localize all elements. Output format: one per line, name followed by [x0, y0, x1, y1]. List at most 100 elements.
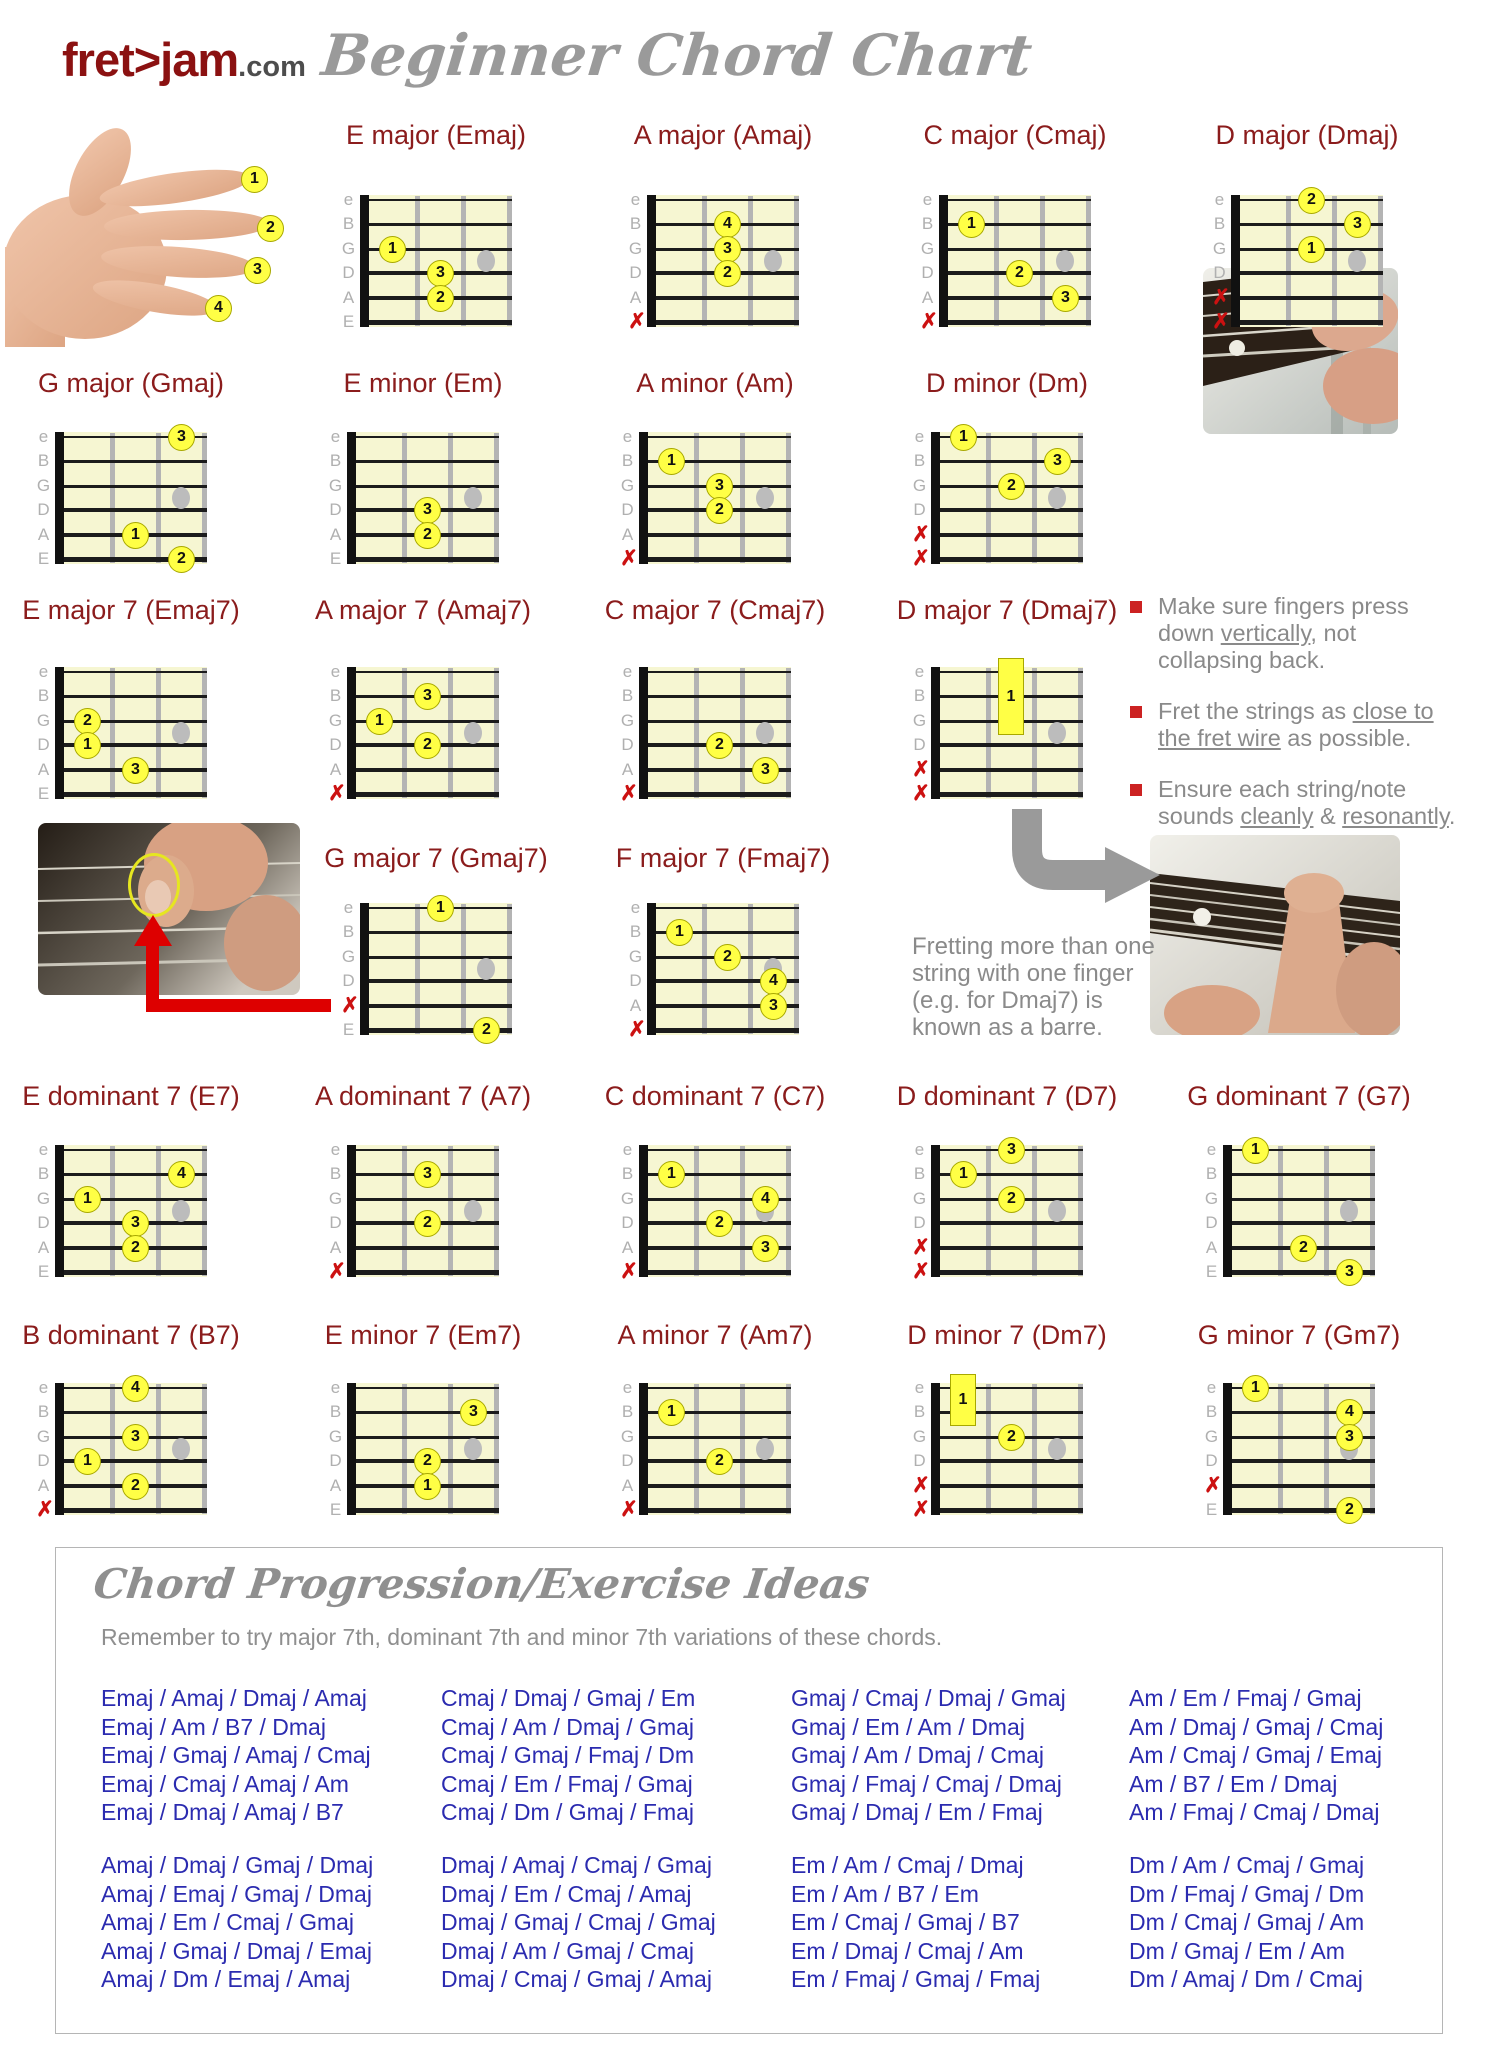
nut [939, 195, 948, 327]
string-line-E [64, 1269, 207, 1275]
string-label-B: B [37, 686, 50, 705]
string-line-B [648, 459, 791, 463]
string-line-E [1232, 1507, 1375, 1513]
string-line-e [940, 436, 1083, 438]
finger-dot: 3 [460, 1399, 487, 1426]
string-label-B: B [1213, 214, 1226, 233]
progression-line: Dm / Amaj / Dm / Cmaj [1129, 1966, 1363, 1992]
finger-dot: 3 [760, 993, 787, 1020]
fret-wire [1378, 196, 1383, 326]
chord-title-Dmaj7: D major 7 (Dmaj7) [896, 595, 1118, 625]
finger-dot: 3 [1344, 211, 1371, 238]
fret-marker-dot [464, 722, 482, 744]
chord-title-Em7: E minor 7 (Em7) [324, 1320, 522, 1350]
string-label-e: e [1206, 1140, 1217, 1159]
string-line-e [940, 1387, 1083, 1389]
tip-bullet-icon [1130, 784, 1142, 796]
fret-wire [1370, 1384, 1375, 1514]
string-line-G [948, 247, 1091, 251]
string-label-B: B [342, 922, 355, 941]
finger-dot: 2 [1290, 1235, 1317, 1262]
fret-wire [986, 668, 991, 798]
progression-group: Cmaj / Dmaj / Gmaj / Em Cmaj / Am / Dmaj … [441, 1684, 781, 1827]
string-label-A: A [342, 288, 355, 307]
muted-x-icon: ✗ [912, 1498, 930, 1521]
string-line-B [64, 1410, 207, 1414]
fret-wire [1032, 1384, 1037, 1514]
finger-dot: 1 [366, 708, 393, 735]
fret-marker-dot [477, 958, 495, 980]
string-label-e: e [914, 1378, 925, 1397]
barre-finger: 1 [998, 658, 1024, 735]
tip-bullet-icon [1130, 706, 1142, 718]
tip-text: close to the fret wire [1158, 698, 1434, 751]
string-line-A [940, 533, 1083, 537]
string-line-A [648, 768, 791, 772]
string-label-B: B [621, 686, 634, 705]
fret-marker-dot [1048, 1200, 1066, 1222]
string-label-e: e [914, 427, 925, 446]
string-line-e [1232, 1387, 1375, 1389]
muted-x-icon: ✗ [620, 547, 638, 570]
progression-line: Em / Fmaj / Gmaj / Fmaj [791, 1966, 1041, 1992]
finger-dot: 4 [1336, 1399, 1363, 1426]
fret-wire [1324, 1384, 1329, 1514]
string-line-e [356, 671, 499, 673]
string-line-E [648, 1269, 791, 1275]
string-label-B: B [329, 451, 342, 470]
finger-dot: 2 [74, 708, 101, 735]
string-line-G [1232, 1435, 1375, 1439]
string-line-G [648, 1197, 791, 1201]
fret-wire [1078, 433, 1083, 563]
progression-line: Am / Cmaj / Gmaj / Emaj [1129, 1742, 1383, 1768]
nut [55, 1383, 64, 1515]
logo-suffix: .com [238, 51, 306, 83]
string-label-e: e [38, 662, 49, 681]
string-line-e [648, 1387, 791, 1389]
string-line-A [948, 296, 1091, 300]
string-label-e: e [622, 662, 633, 681]
string-line-A [1240, 296, 1383, 300]
string-line-G [648, 719, 791, 723]
string-line-A [356, 1246, 499, 1250]
string-label-D: D [913, 1451, 926, 1470]
chord-title-Dmaj: D major (Dmaj) [1215, 120, 1399, 150]
fret-wire [994, 196, 999, 326]
string-label-E: E [342, 312, 355, 331]
string-label-D: D [913, 735, 926, 754]
logo-text: fret>jam [62, 33, 239, 86]
fret-wire [748, 904, 753, 1034]
string-label-B: B [621, 1164, 634, 1183]
string-label-G: G [620, 1427, 635, 1446]
fret-wire [202, 1146, 207, 1276]
string-line-G [64, 1197, 207, 1201]
string-label-B: B [629, 214, 642, 233]
string-label-e: e [1214, 190, 1225, 209]
string-line-E [64, 556, 207, 562]
finger-dot: 2 [1336, 1497, 1363, 1524]
string-line-B [940, 1410, 1083, 1414]
string-label-D: D [621, 1451, 634, 1470]
fret-wire [448, 1384, 453, 1514]
finger-dot: 4 [122, 1375, 149, 1402]
string-label-e: e [343, 898, 354, 917]
string-label-e: e [914, 1140, 925, 1159]
hand-finger-number: 4 [205, 295, 232, 322]
fret-wire [1324, 1146, 1329, 1276]
string-label-G: G [1204, 1189, 1219, 1208]
finger-dot: 1 [666, 919, 693, 946]
string-label-e: e [622, 1378, 633, 1397]
string-label-A: A [37, 760, 50, 779]
progression-line: Amaj / Emaj / Gmaj / Dmaj [101, 1880, 372, 1907]
fret-wire [794, 904, 799, 1034]
progression-group: Em / Am / Cmaj / Dmaj Em / Am / B7 / Em Em… [791, 1851, 1131, 1994]
photo-fingertip-vertical [37, 815, 308, 1000]
muted-x-icon: ✗ [912, 547, 930, 570]
string-line-E [940, 1507, 1083, 1513]
string-line-e [648, 671, 791, 673]
string-line-B [1240, 222, 1383, 226]
string-label-D: D [37, 500, 50, 519]
tip-item: Make sure fingers press down vertically,… [1130, 593, 1458, 674]
progression-line: Em / Am / B7 / Em [791, 1880, 979, 1907]
finger-dot: 2 [473, 1017, 500, 1044]
